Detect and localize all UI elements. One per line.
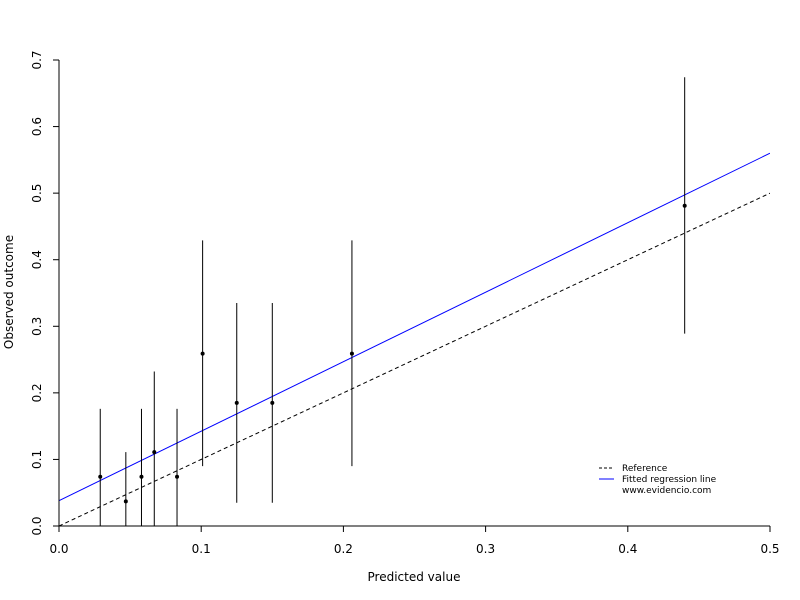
- x-tick-label-2: 0.1: [192, 542, 211, 556]
- data-point-9: [349, 351, 354, 356]
- y-tick-label-4: 0.3: [30, 317, 44, 336]
- regression-line: [59, 152, 770, 502]
- y-tick-label-5: 0.4: [30, 250, 44, 269]
- x-tick-label-1: 0.0: [49, 542, 68, 556]
- x-tick-label-5: 0.4: [618, 542, 637, 556]
- x-axis-title: Predicted value: [368, 570, 461, 584]
- data-point-2: [123, 499, 128, 504]
- y-tick-label-1: 0.0: [30, 516, 44, 535]
- y-tick-label-2: 0.1: [30, 450, 44, 469]
- legend-reference-label: Reference: [622, 464, 668, 474]
- y-axis-title: Observed outcome: [2, 235, 16, 349]
- reference-line: [59, 192, 770, 526]
- y-tick-label-8: 0.7: [30, 50, 44, 69]
- data-point-7: [234, 400, 239, 405]
- data-point-10: [682, 203, 687, 208]
- x-tick-label-6: 0.5: [760, 542, 779, 556]
- x-tick-label-4: 0.3: [476, 542, 495, 556]
- legend-source-label: www.evidencio.com: [622, 486, 711, 496]
- data-point-3: [139, 474, 144, 479]
- legend: Reference Fitted regression line www.evi…: [599, 464, 717, 496]
- y-tick-label-7: 0.6: [30, 117, 44, 136]
- x-tick-label-3: 0.2: [334, 542, 353, 556]
- y-tick-label-3: 0.2: [30, 383, 44, 402]
- plot-area: [59, 77, 770, 526]
- data-point-1: [98, 474, 103, 479]
- data-point-5: [175, 474, 180, 479]
- data-point-4: [152, 450, 157, 455]
- data-point-6: [200, 351, 205, 356]
- axes: 0.0 0.1 0.2 0.3 0.4 0.5 0.0 0.1 0.2 0.3 0.4 0.5 0.6 0…: [30, 50, 780, 556]
- legend-regression-label: Fitted regression line: [622, 475, 717, 485]
- data-point-8: [270, 400, 275, 405]
- y-tick-label-6: 0.5: [30, 184, 44, 203]
